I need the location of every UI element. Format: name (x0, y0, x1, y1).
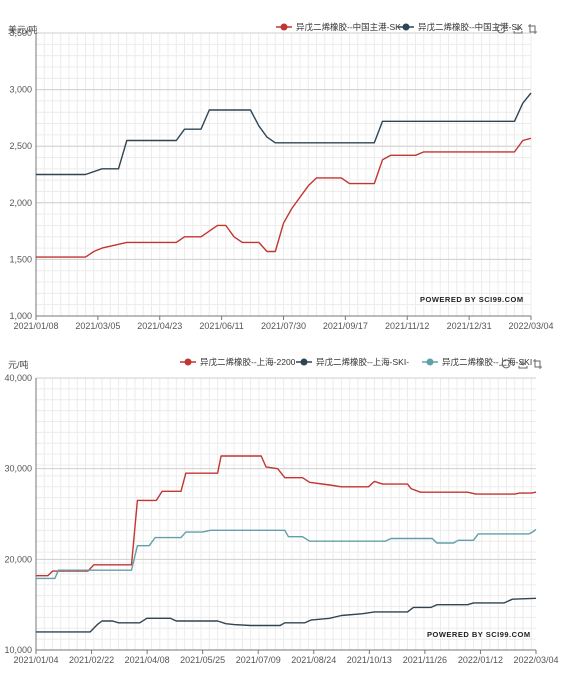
grid (35, 377, 536, 651)
legend-item-2[interactable]: 异戊二烯橡胶--中国主港-SK (398, 22, 523, 32)
y-tick-label: 1,500 (9, 254, 32, 264)
legend-label: 异戊二烯橡胶--上海-SKI (442, 357, 532, 367)
y-axis-label: 美元/吨 (8, 24, 38, 35)
x-tick-label: 2021/09/17 (323, 321, 368, 331)
legend-swatch-dot (184, 358, 192, 366)
x-tick-label: 2021/02/22 (69, 655, 114, 665)
y-tick-label: 40,000 (4, 373, 32, 383)
download-icon[interactable] (513, 24, 523, 34)
y-tick-label: 30,000 (4, 464, 32, 474)
x-tick-label: 2021/07/30 (261, 321, 306, 331)
y-tick-label: 1,000 (9, 311, 32, 321)
crop-icon[interactable] (528, 24, 537, 34)
y-tick-label: 2,500 (9, 141, 32, 151)
y-tick-label: 20,000 (4, 554, 32, 564)
y-tick-label: 2,000 (9, 198, 32, 208)
legend-item-3[interactable]: 异戊二烯橡胶--上海-SKI (422, 357, 532, 367)
legend-swatch-dot (402, 23, 410, 31)
line-chart-2: 10,000 20,000 30,000 40,000 2021/01/04 2021/0… (4, 357, 558, 665)
refresh-icon[interactable] (501, 359, 511, 369)
legend-item-1[interactable]: 异戊二烯橡胶--中国主港-SK (276, 22, 401, 32)
y-tick-label: 3,500 (9, 28, 32, 38)
watermark-text: POWERED BY SCI99.COM (427, 630, 531, 639)
x-tick-label: 2021/11/26 (403, 655, 447, 665)
legend-item-1[interactable]: 异戊二烯橡胶--上海-2200 (180, 357, 296, 367)
legend-label: 异戊二烯橡胶--中国主港-SK (418, 22, 523, 32)
legend-item-2[interactable]: 异戊二烯橡胶--上海-SKI- (296, 357, 409, 367)
x-tick-label: 2021/01/08 (13, 321, 58, 331)
x-tick-label: 2021/05/25 (180, 655, 225, 665)
x-tick-label: 2022/03/04 (508, 321, 553, 331)
legend-swatch-dot (300, 358, 308, 366)
x-tick-label: 2021/04/23 (137, 321, 182, 331)
series-line-2 (36, 597, 537, 633)
x-tick-label: 2021/11/12 (385, 321, 429, 331)
watermark-text: POWERED BY SCI99.COM (420, 295, 524, 304)
x-tick-label: 2021/08/24 (291, 655, 336, 665)
crop-icon[interactable] (533, 359, 542, 369)
x-tick-label: 2021/06/11 (199, 321, 243, 331)
grid (35, 32, 532, 317)
x-tick-label: 2021/04/08 (125, 655, 170, 665)
x-tick-label: 2022/01/12 (458, 655, 503, 665)
line-chart-1: 1,000 1,500 2,000 2,500 3,000 3,500 2021/01/08… (8, 22, 554, 331)
legend-swatch-dot (426, 358, 434, 366)
chart-panel-2: 10,000 20,000 30,000 40,000 2021/01/04 2021/0… (0, 340, 565, 682)
series-line-3 (36, 528, 537, 580)
y-tick-label: 10,000 (4, 645, 32, 655)
legend-swatch-dot (280, 23, 288, 31)
x-tick-label: 2021/07/09 (236, 655, 281, 665)
y-axis-label: 元/吨 (8, 359, 29, 370)
chart-panel-1: 1,000 1,500 2,000 2,500 3,000 3,500 2021/01/08… (0, 0, 565, 340)
x-tick-label: 2021/01/04 (13, 655, 58, 665)
refresh-icon[interactable] (496, 24, 506, 34)
legend-label: 异戊二烯橡胶--上海-2200 (200, 357, 296, 367)
x-tick-label: 2021/03/05 (75, 321, 120, 331)
legend-label: 异戊二烯橡胶--中国主港-SK (296, 22, 401, 32)
x-tick-label: 2022/03/04 (513, 655, 558, 665)
download-icon[interactable] (518, 359, 528, 369)
series-line-1 (36, 137, 532, 258)
x-tick-label: 2021/10/13 (347, 655, 392, 665)
series-line-2 (36, 92, 532, 176)
legend-label: 异戊二烯橡胶--上海-SKI- (316, 357, 409, 367)
series-line-1 (36, 455, 537, 577)
x-tick-label: 2021/12/31 (447, 321, 492, 331)
y-tick-label: 3,000 (9, 85, 32, 95)
